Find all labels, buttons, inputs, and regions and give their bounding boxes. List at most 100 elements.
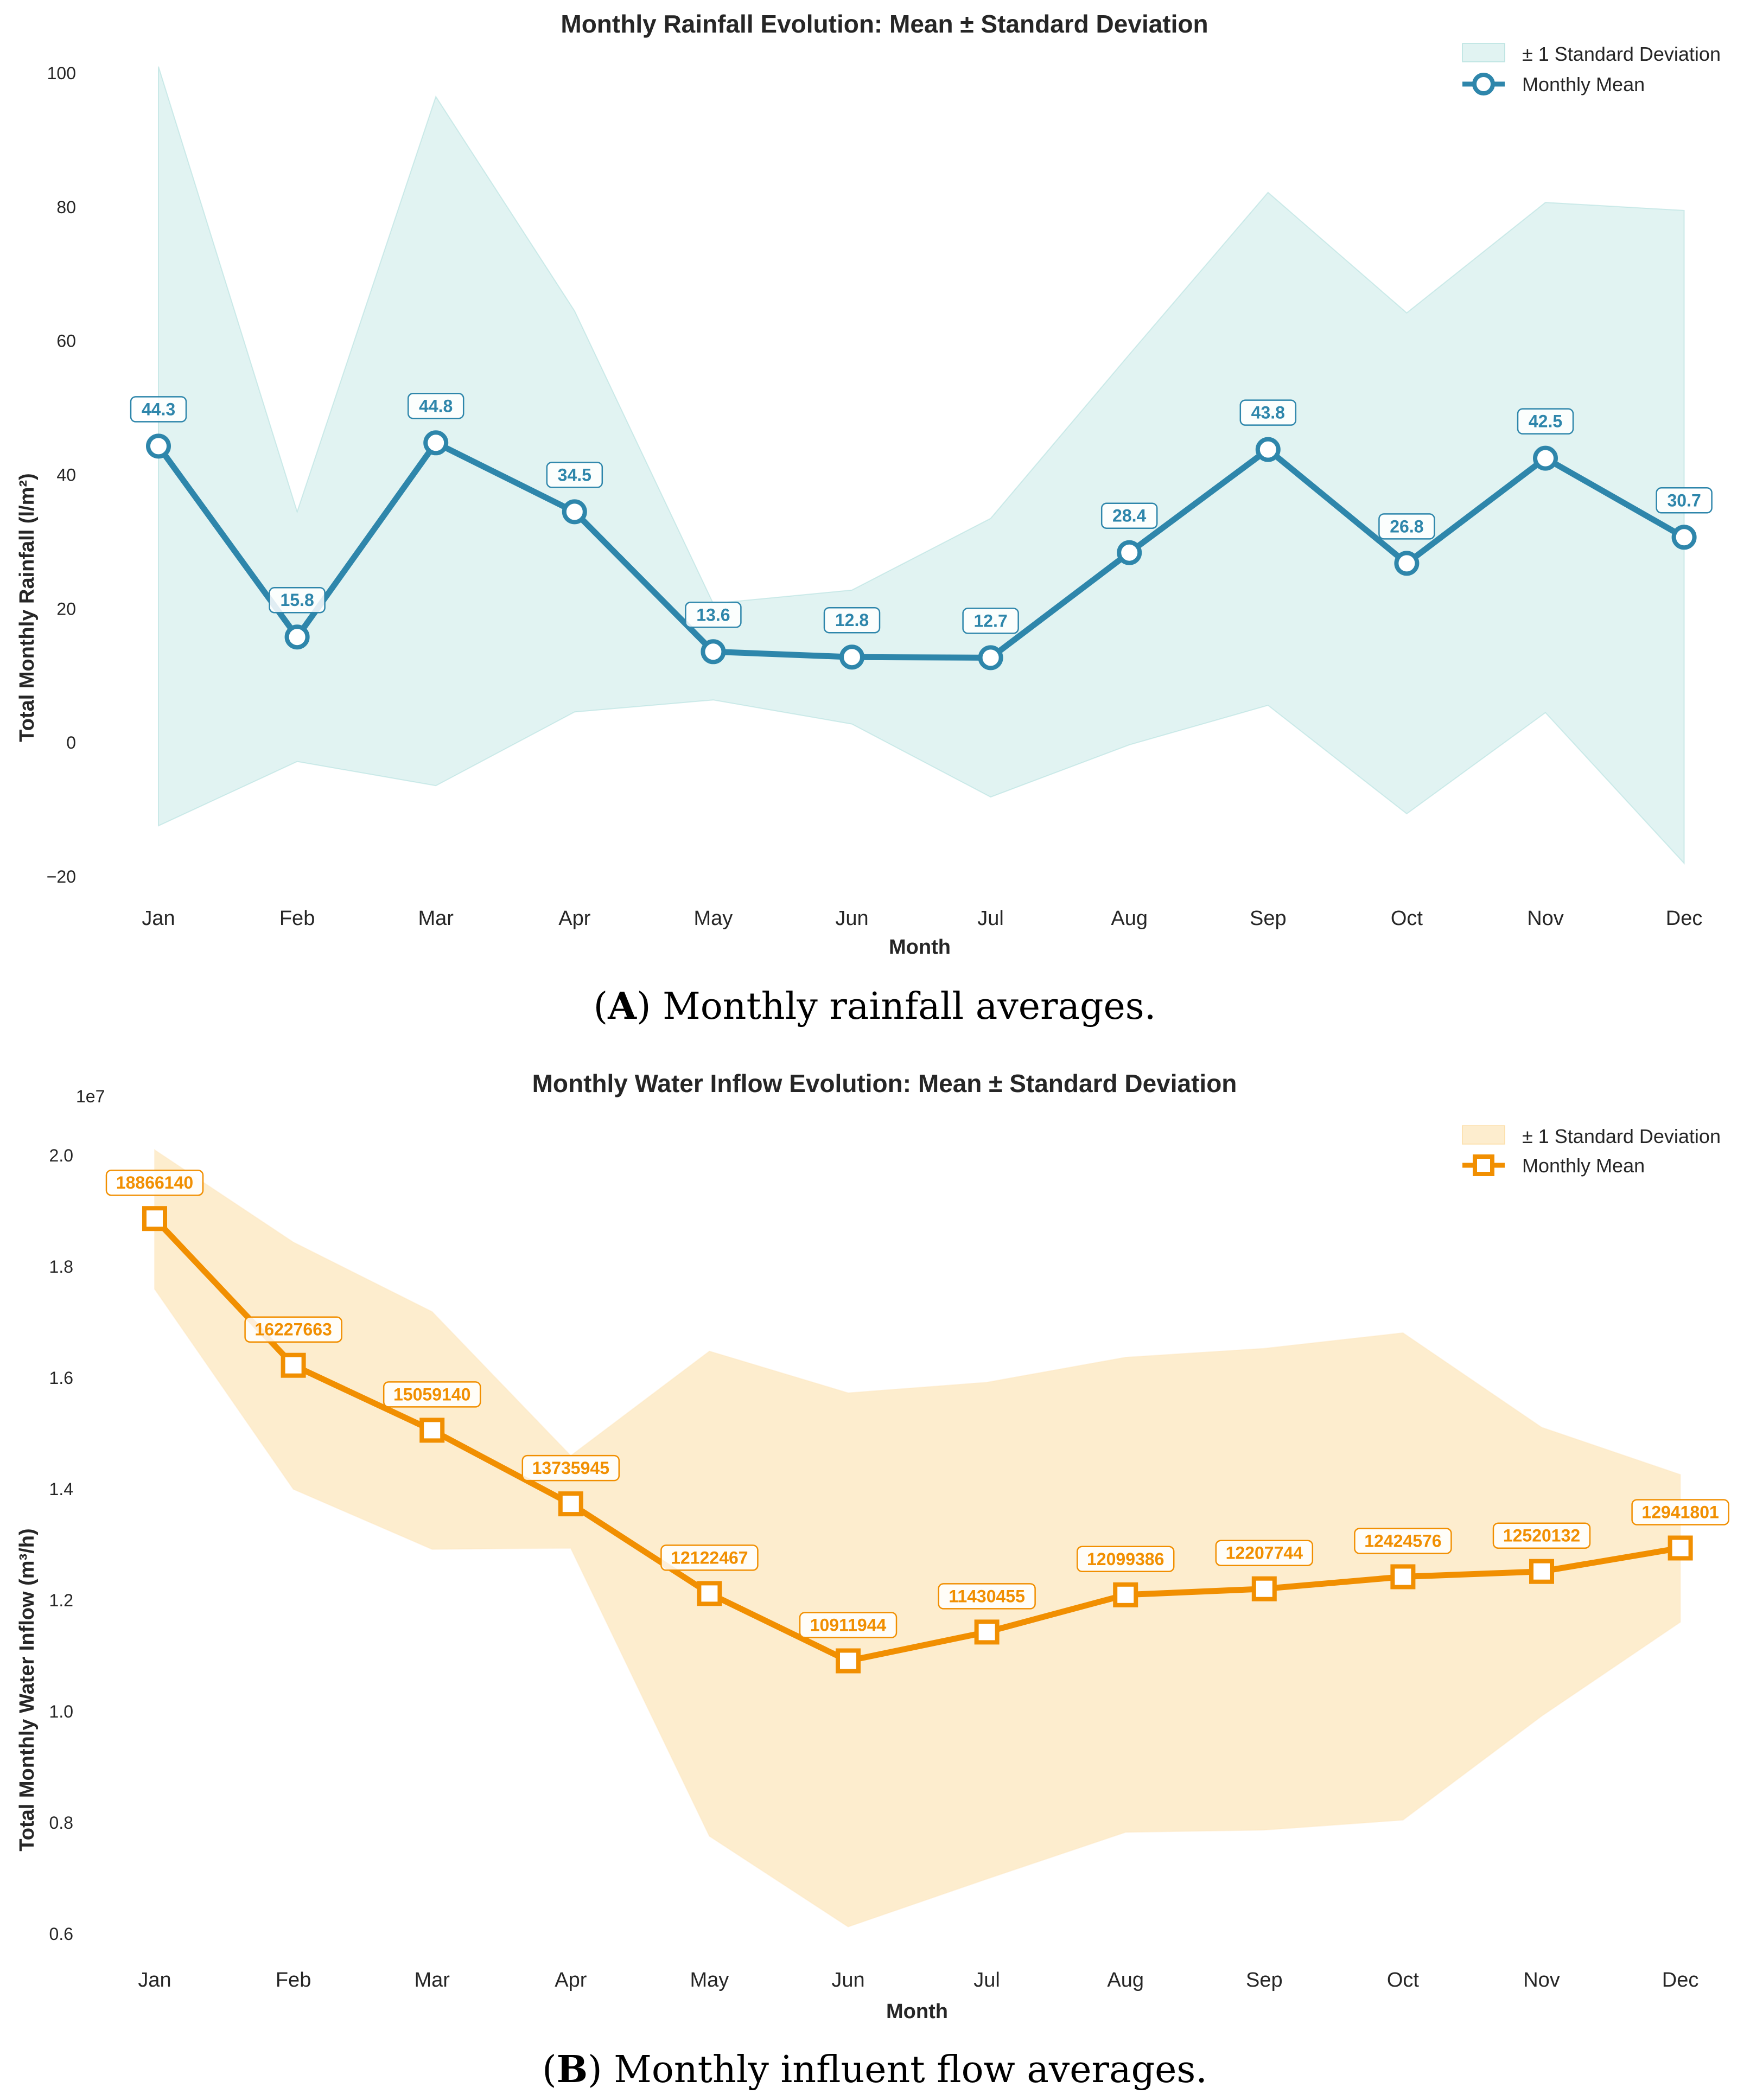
data-label-text: 11430455 xyxy=(949,1586,1025,1606)
chart-b-legend-mean-label: Monthly Mean xyxy=(1522,1154,1645,1177)
x-tick-label: Jul xyxy=(973,1969,1000,1992)
data-label-box xyxy=(1100,502,1158,529)
caption-b-text: ) Monthly influent flow averages. xyxy=(588,2048,1207,2091)
data-label: 15.8 xyxy=(269,586,326,614)
chart-a-legend: ± 1 Standard Deviation Monthly Mean xyxy=(1462,43,1721,95)
data-label: 34.5 xyxy=(546,462,603,488)
x-tick-label: Jan xyxy=(138,1969,171,1992)
data-point-marker xyxy=(1668,1535,1693,1561)
chart-b-legend-band-label: ± 1 Standard Deviation xyxy=(1522,1125,1721,1147)
chart-b-y-ticks: 0.6 0.8 1.0 1.2 1.4 1.6 1.8 2.0 xyxy=(49,1146,73,1944)
data-label-box xyxy=(407,393,464,419)
chart-b-legend-band-swatch xyxy=(1462,1125,1505,1145)
chart-a-title: Monthly Rainfall Evolution: Mean ± Stand… xyxy=(561,10,1208,38)
data-label: 30.7 xyxy=(1656,487,1713,514)
data-label: 12.7 xyxy=(962,608,1019,634)
data-label-box xyxy=(1215,1540,1314,1566)
data-label-text: 34.5 xyxy=(558,465,591,484)
x-tick-label: May xyxy=(690,1969,729,1992)
chart-b-y-label: Total Monthly Water Inflow (m³/h) xyxy=(16,1528,39,1851)
data-label-text: 18866140 xyxy=(116,1173,193,1192)
std-band-area xyxy=(154,1148,1681,1927)
y-tick-label: 40 xyxy=(56,465,76,485)
data-label-text: 12122467 xyxy=(671,1548,748,1567)
chart-a-markers xyxy=(146,430,1697,671)
data-label-box xyxy=(660,1544,759,1571)
data-label-box xyxy=(938,1583,1036,1610)
chart-b-data-labels: 18866140 16227663 15059140 13735945 12122467… xyxy=(105,1169,1729,1638)
data-label-box xyxy=(1354,1528,1452,1554)
data-label-text: 16227663 xyxy=(254,1320,332,1339)
data-label: 12122467 xyxy=(660,1544,759,1571)
data-label: 12207744 xyxy=(1215,1540,1314,1566)
data-label: 43.8 xyxy=(1239,399,1297,426)
data-point-marker xyxy=(1671,525,1697,550)
x-tick-label: Jul xyxy=(977,907,1004,930)
chart-a-legend-marker-swatch xyxy=(1472,73,1495,95)
data-label: 12520132 xyxy=(1492,1522,1591,1549)
chart-b-x-ticks: Jan Feb Mar Apr May Jun Jul Aug Sep Oct Nov Dec xyxy=(138,1969,1698,1992)
y-tick-label: 20 xyxy=(56,599,76,618)
caption-a-letter: A xyxy=(607,985,637,1028)
y-tick-label: 1.0 xyxy=(49,1702,73,1721)
data-label-box xyxy=(1517,408,1574,435)
data-label-text: 12099386 xyxy=(1087,1549,1164,1569)
data-label: 18866140 xyxy=(105,1169,204,1196)
chart-a-y-ticks: −20 0 20 40 60 80 100 xyxy=(47,63,76,886)
data-label: 42.5 xyxy=(1517,408,1574,435)
data-point-marker xyxy=(146,433,171,459)
data-label-box xyxy=(244,1316,342,1343)
chart-a-y-label: Total Monthly Rainfall (l/m²) xyxy=(16,473,39,742)
chart-b-title: Monthly Water Inflow Evolution: Mean ± S… xyxy=(532,1069,1237,1097)
chart-b-std-band xyxy=(154,1148,1681,1927)
chart-b-markers xyxy=(142,1206,1693,1674)
data-label-box xyxy=(1076,1546,1175,1573)
data-point-marker xyxy=(1113,1582,1138,1607)
data-label-text: 26.8 xyxy=(1390,516,1423,536)
data-point-marker xyxy=(697,1581,722,1606)
x-tick-label: Oct xyxy=(1391,907,1423,930)
data-label: 10911944 xyxy=(799,1612,898,1638)
y-tick-label: 2.0 xyxy=(49,1146,73,1165)
data-label: 12099386 xyxy=(1076,1546,1175,1573)
data-point-marker xyxy=(1251,1576,1277,1601)
data-point-marker xyxy=(701,639,726,665)
data-label: 12.8 xyxy=(823,607,881,634)
data-label-box xyxy=(105,1169,204,1196)
caption-a: (A) Monthly rainfall averages. xyxy=(594,985,1156,1028)
data-label-text: 12207744 xyxy=(1226,1543,1303,1563)
caption-a-text: ) Monthly rainfall averages. xyxy=(637,985,1156,1028)
data-label: 44.8 xyxy=(407,393,464,419)
y-tick-label: 60 xyxy=(56,331,76,351)
data-label-text: 10911944 xyxy=(810,1616,887,1635)
x-tick-label: Oct xyxy=(1387,1969,1420,1992)
data-point-marker xyxy=(562,499,587,525)
data-point-marker xyxy=(1394,551,1420,576)
x-tick-label: Aug xyxy=(1111,907,1148,930)
data-label: 13.6 xyxy=(685,602,742,628)
data-point-marker xyxy=(142,1206,167,1231)
data-label-box xyxy=(1656,487,1713,514)
water-inflow-chart: Monthly Water Inflow Evolution: Mean ± S… xyxy=(16,1069,1729,2023)
x-tick-label: Dec xyxy=(1662,1969,1699,1992)
data-point-marker xyxy=(978,645,1003,671)
y-tick-label: 80 xyxy=(56,197,76,217)
x-tick-label: Jun xyxy=(835,907,868,930)
data-label-text: 12.7 xyxy=(973,611,1007,630)
data-point-marker xyxy=(281,1352,306,1378)
data-label-box xyxy=(823,607,881,634)
y-tick-label: −20 xyxy=(47,867,76,886)
data-label: 12941801 xyxy=(1631,1499,1729,1525)
y-tick-label: 0.6 xyxy=(49,1924,73,1944)
x-tick-label: Dec xyxy=(1666,907,1703,930)
data-label-box xyxy=(130,396,187,423)
data-label: 16227663 xyxy=(244,1316,342,1343)
data-label: 13735945 xyxy=(521,1454,620,1482)
data-point-marker xyxy=(284,624,310,650)
chart-b-mean-line xyxy=(151,1215,1684,1664)
data-point-marker xyxy=(836,1648,861,1674)
data-point-marker xyxy=(839,644,864,670)
data-label-text: 15.8 xyxy=(280,590,314,610)
chart-a-mean-line xyxy=(155,439,1688,661)
